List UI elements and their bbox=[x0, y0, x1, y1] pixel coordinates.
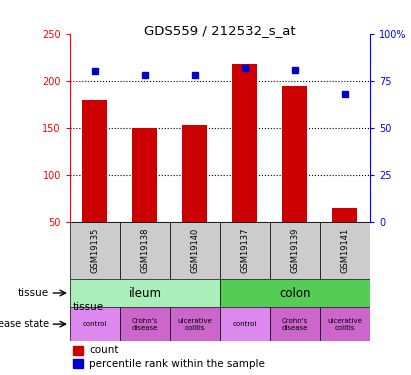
Text: count: count bbox=[89, 345, 119, 355]
Text: GSM19140: GSM19140 bbox=[190, 228, 199, 273]
Bar bbox=[270, 222, 320, 279]
Text: GDS559 / 212532_s_at: GDS559 / 212532_s_at bbox=[144, 24, 296, 38]
Text: GSM19137: GSM19137 bbox=[240, 228, 249, 273]
Text: Crohn's
disease: Crohn's disease bbox=[282, 318, 308, 331]
Text: tissue: tissue bbox=[73, 302, 104, 312]
Text: GSM19141: GSM19141 bbox=[340, 228, 349, 273]
Text: control: control bbox=[233, 321, 257, 327]
Bar bbox=[270, 307, 320, 341]
Bar bbox=[282, 86, 307, 222]
Bar bbox=[132, 128, 157, 222]
Bar bbox=[73, 346, 83, 355]
Text: GSM19138: GSM19138 bbox=[141, 228, 149, 273]
Text: Crohn's
disease: Crohn's disease bbox=[132, 318, 158, 331]
Text: GSM19139: GSM19139 bbox=[291, 228, 299, 273]
Text: tissue: tissue bbox=[18, 288, 49, 298]
Text: control: control bbox=[83, 321, 107, 327]
Text: percentile rank within the sample: percentile rank within the sample bbox=[89, 359, 265, 369]
Text: disease state: disease state bbox=[0, 319, 49, 329]
Bar bbox=[220, 279, 370, 307]
Text: GSM19135: GSM19135 bbox=[90, 228, 99, 273]
Bar bbox=[82, 100, 107, 222]
Bar bbox=[320, 307, 370, 341]
Text: ulcerative
colitis: ulcerative colitis bbox=[178, 318, 212, 331]
Bar bbox=[73, 359, 83, 368]
Bar bbox=[70, 279, 220, 307]
Bar bbox=[220, 222, 270, 279]
Bar bbox=[220, 307, 270, 341]
Bar bbox=[120, 307, 170, 341]
Text: ulcerative
colitis: ulcerative colitis bbox=[328, 318, 363, 331]
Bar bbox=[70, 307, 120, 341]
Bar bbox=[320, 222, 370, 279]
Text: colon: colon bbox=[279, 286, 311, 300]
Bar bbox=[232, 64, 257, 222]
Text: ileum: ileum bbox=[128, 286, 162, 300]
Bar bbox=[70, 222, 120, 279]
Bar bbox=[120, 222, 170, 279]
Bar bbox=[332, 208, 358, 222]
Bar bbox=[182, 125, 208, 222]
Bar bbox=[170, 307, 220, 341]
Bar bbox=[170, 222, 220, 279]
